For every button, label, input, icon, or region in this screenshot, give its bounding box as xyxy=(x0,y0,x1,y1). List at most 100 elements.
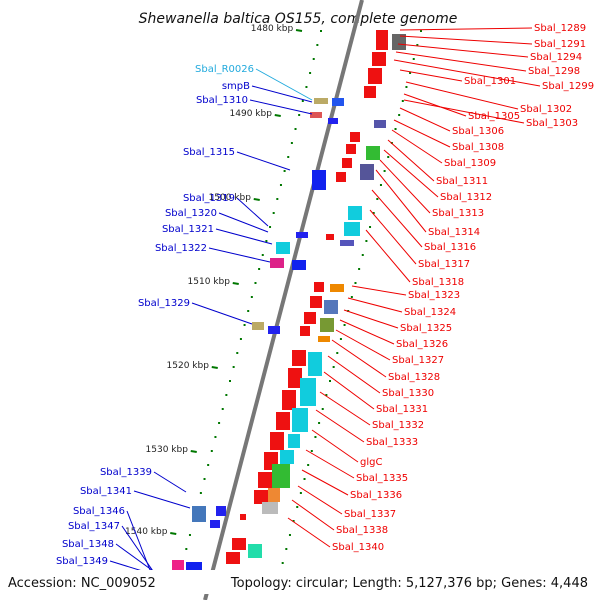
gene-block xyxy=(226,552,240,564)
left-leader xyxy=(236,197,269,227)
gene-block xyxy=(320,318,334,332)
gene-block xyxy=(292,350,306,366)
track-dot xyxy=(310,450,313,452)
scale-tick xyxy=(274,114,281,117)
left-leader xyxy=(251,85,313,103)
track-dot xyxy=(210,450,213,452)
left-gene-label: Sbal_1310 xyxy=(196,95,248,106)
gene-block xyxy=(376,30,388,50)
track-dot xyxy=(221,408,224,410)
left-leader xyxy=(126,510,151,571)
left-gene-label: Sbal_1319 xyxy=(183,193,235,204)
gene-block xyxy=(192,506,206,522)
right-gene-label: Sbal_1336 xyxy=(350,490,402,501)
right-gene-label: Sbal_1332 xyxy=(372,420,424,431)
left-leader xyxy=(191,302,253,325)
track-dot xyxy=(301,100,304,102)
track-dot xyxy=(239,338,242,340)
gene-block xyxy=(360,164,374,180)
track-dot xyxy=(321,408,324,410)
gene-block xyxy=(276,242,290,254)
left-gene-label: Sbal_1322 xyxy=(155,243,207,254)
right-gene-label: Sbal_1305 xyxy=(468,111,520,122)
right-gene-label: Sbal_1333 xyxy=(366,437,418,448)
scale-tick xyxy=(253,198,260,201)
right-leader xyxy=(399,107,451,132)
right-leader xyxy=(399,69,463,82)
track-dot xyxy=(250,296,253,298)
track-dot xyxy=(265,240,268,242)
track-dot xyxy=(343,324,346,326)
track-dot xyxy=(372,212,375,214)
gene-block xyxy=(350,132,360,142)
gene-block xyxy=(292,408,308,432)
right-leader xyxy=(405,81,519,110)
right-gene-label: Sbal_1301 xyxy=(464,76,516,87)
track-dot xyxy=(236,352,239,354)
left-gene-label: Sbal_1341 xyxy=(80,486,132,497)
track-dot xyxy=(314,436,317,438)
track-dot xyxy=(405,86,408,88)
right-gene-label: Sbal_1335 xyxy=(356,473,408,484)
track-dot xyxy=(383,170,386,172)
right-gene-label: Sbal_1330 xyxy=(382,388,434,399)
right-leader xyxy=(369,209,417,265)
track-dot xyxy=(225,394,228,396)
right-leader xyxy=(403,99,525,124)
track-dot xyxy=(339,338,342,340)
track-dot xyxy=(309,72,312,74)
right-gene-label: Sbal_1299 xyxy=(542,81,594,92)
gene-block xyxy=(272,464,290,488)
right-leader xyxy=(371,189,423,248)
gene-block xyxy=(210,520,220,528)
track-dot xyxy=(409,72,412,74)
track-dot xyxy=(305,86,308,88)
gene-block xyxy=(372,52,386,66)
track-dot xyxy=(329,380,331,382)
kbp-ticks: 1480 kbp 1490 kbp 1500 kbp 1510 kbp 1520 kbp… xyxy=(125,24,303,537)
gene-block xyxy=(344,222,360,236)
gene-block xyxy=(340,240,354,246)
gene-block xyxy=(314,282,324,292)
gene-block xyxy=(288,434,300,448)
gene-block xyxy=(318,336,330,342)
track-dot xyxy=(207,464,210,466)
gene-block xyxy=(304,312,316,324)
right-leader xyxy=(393,59,541,87)
gene-block xyxy=(262,502,278,514)
right-leader xyxy=(395,51,527,72)
gene-block xyxy=(252,322,264,330)
track-dot xyxy=(369,226,372,228)
gene-block xyxy=(348,206,362,220)
track-dot xyxy=(303,478,306,480)
left-leader xyxy=(218,212,269,233)
scale-label: 1510 kbp xyxy=(188,277,231,287)
right-leader xyxy=(365,229,411,283)
gene-block xyxy=(258,472,272,488)
gene-block xyxy=(342,158,352,168)
right-gene-label: Sbal_1314 xyxy=(428,227,480,238)
scale-label: 1540 kbp xyxy=(125,527,168,537)
track-dot xyxy=(401,100,404,102)
left-gene-label: Sbal_1321 xyxy=(162,224,214,235)
gene-block xyxy=(300,326,310,336)
track-dot xyxy=(243,324,246,326)
gene-block xyxy=(366,146,380,160)
right-leader xyxy=(347,297,403,313)
right-leader xyxy=(397,43,529,58)
scale-label: 1490 kbp xyxy=(230,109,273,119)
left-leader xyxy=(255,68,313,101)
right-leader xyxy=(297,485,343,515)
track-dot xyxy=(420,30,422,32)
gene-block xyxy=(292,260,306,270)
right-leader xyxy=(391,129,443,164)
gene-block xyxy=(368,68,382,84)
gene-block xyxy=(308,352,322,376)
gene-block xyxy=(288,368,302,388)
track-dot xyxy=(325,394,328,396)
track-dot xyxy=(232,366,235,368)
gene-block xyxy=(268,488,280,502)
track-dot xyxy=(318,422,321,424)
track-dot xyxy=(312,58,315,60)
scale-label: 1520 kbp xyxy=(167,361,210,371)
